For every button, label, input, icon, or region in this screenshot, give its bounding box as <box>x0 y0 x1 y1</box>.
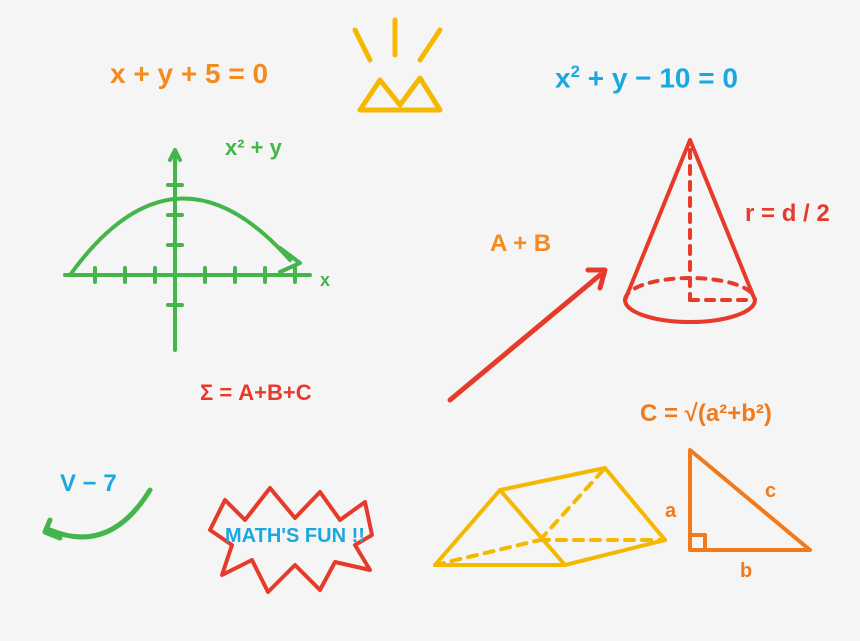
math-doodle-canvas: { "canvas": { "width": 860, "height": 64… <box>0 0 860 641</box>
equation-sigma: Σ = A+B+C <box>200 380 312 406</box>
equation-quadratic: x2 + y − 10 = 0 <box>555 62 738 94</box>
equation-pythagoras: C = √(a²+b²) <box>640 400 772 428</box>
equation-radius: r = d / 2 <box>745 200 830 228</box>
triangle-side-b: b <box>740 560 752 583</box>
equation-vminus7: V − 7 <box>60 470 117 498</box>
eq2-sup: 2 <box>571 62 580 81</box>
x-axis-label: x <box>320 270 330 291</box>
eq2-x: x <box>555 62 571 93</box>
maths-fun-text: MATH'S FUN !! <box>225 525 365 548</box>
doodle-svg <box>0 0 860 641</box>
triangle-side-c: c <box>765 480 776 503</box>
triangle-side-a: a <box>665 500 676 523</box>
eq2-rest: + y − 10 = 0 <box>580 62 738 93</box>
curve-label: x² + y <box>225 135 282 161</box>
equation-linear: x + y + 5 = 0 <box>110 58 268 90</box>
equation-aplusb: A + B <box>490 230 551 258</box>
